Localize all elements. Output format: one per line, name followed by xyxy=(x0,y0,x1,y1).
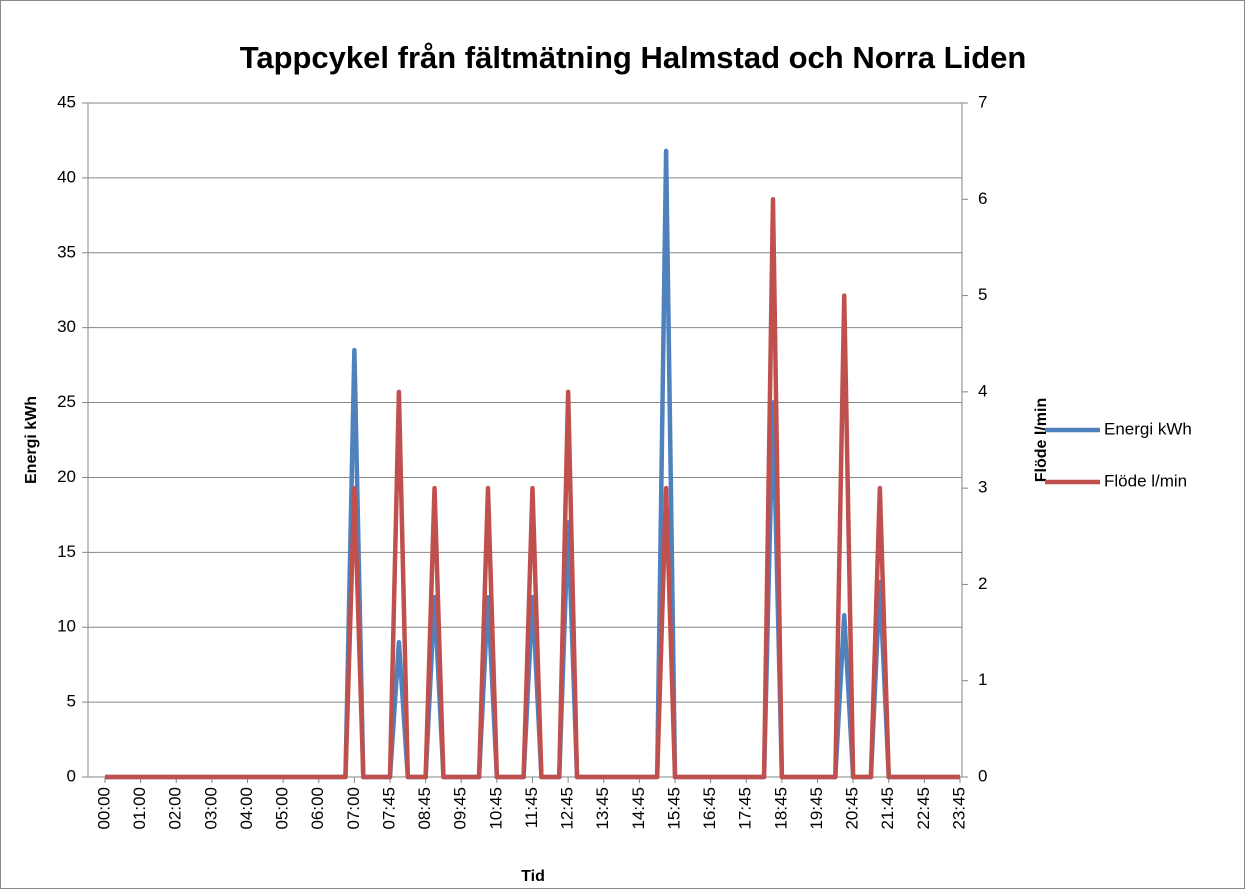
x-tick-label: 17:45 xyxy=(736,787,755,830)
legend-label: Flöde l/min xyxy=(1104,471,1187,490)
x-tick-label: 20:45 xyxy=(843,787,862,830)
y-tick-label: 5 xyxy=(67,692,76,711)
x-tick-label: 00:00 xyxy=(94,787,113,830)
x-tick-label: 01:00 xyxy=(130,787,149,830)
y2-tick-label: 5 xyxy=(978,285,987,304)
y-tick-label: 20 xyxy=(57,467,76,486)
x-tick-label: 04:00 xyxy=(237,787,256,830)
x-tick-label: 07:45 xyxy=(379,787,398,830)
x-tick-label: 13:45 xyxy=(593,787,612,830)
x-tick-label: 05:00 xyxy=(273,787,292,830)
legend-label: Energi kWh xyxy=(1104,419,1192,438)
x-tick-label: 19:45 xyxy=(807,787,826,830)
x-tick-label: 23:45 xyxy=(949,787,968,830)
y-tick-label: 45 xyxy=(57,92,76,111)
y-tick-label: 40 xyxy=(57,167,76,186)
y-tick-label: 15 xyxy=(57,542,76,561)
y-tick-label: 35 xyxy=(57,242,76,261)
x-tick-label: 16:45 xyxy=(700,787,719,830)
x-axis-label: Tid xyxy=(521,868,545,885)
y2-tick-label: 1 xyxy=(978,670,987,689)
y2-tick-label: 3 xyxy=(978,478,987,497)
x-tick-label: 02:00 xyxy=(166,787,185,830)
x-tick-label: 21:45 xyxy=(878,787,897,830)
y-tick-label: 10 xyxy=(57,617,76,636)
x-tick-label: 06:00 xyxy=(308,787,327,830)
y2-tick-label: 2 xyxy=(978,574,987,593)
y2-axis-label: Flöde l/min xyxy=(1033,398,1050,482)
x-tick-label: 12:45 xyxy=(558,787,577,830)
x-tick-label: 09:45 xyxy=(451,787,470,830)
y-tick-label: 25 xyxy=(57,392,76,411)
x-tick-label: 08:45 xyxy=(415,787,434,830)
series-line xyxy=(105,197,960,780)
x-tick-label: 14:45 xyxy=(629,787,648,830)
x-tick-label: 11:45 xyxy=(522,787,541,828)
y-tick-label: 30 xyxy=(57,317,76,336)
y-axis-label: Energi kWh xyxy=(23,396,40,484)
x-tick-label: 07:00 xyxy=(344,787,363,830)
x-tick-label: 15:45 xyxy=(664,787,683,830)
x-tick-label: 03:00 xyxy=(201,787,220,830)
y2-tick-label: 6 xyxy=(978,189,987,208)
x-tick-label: 22:45 xyxy=(914,787,933,830)
chart-title: Tappcykel från fältmätning Halmstad och … xyxy=(240,40,1027,75)
x-tick-label: 18:45 xyxy=(771,787,790,830)
x-tick-label: 10:45 xyxy=(486,787,505,830)
y2-tick-label: 0 xyxy=(978,766,987,785)
y2-tick-label: 4 xyxy=(978,381,987,400)
y2-tick-label: 7 xyxy=(978,92,987,111)
y-tick-label: 0 xyxy=(67,766,76,785)
